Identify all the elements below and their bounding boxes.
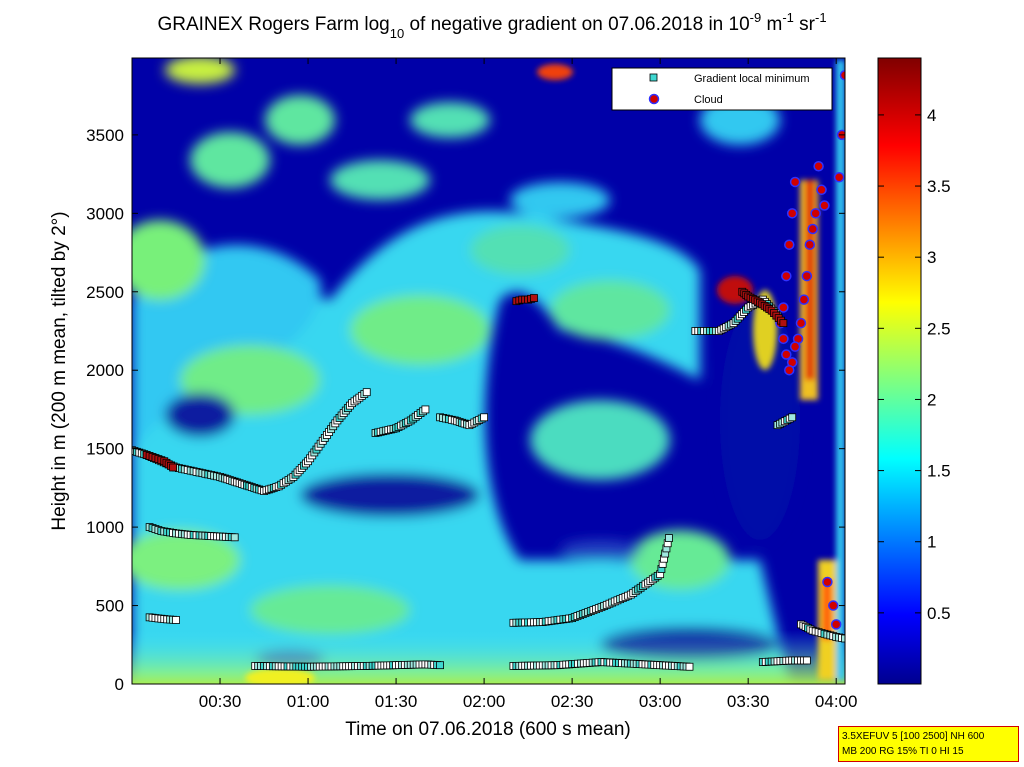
gradient-minimum-point <box>803 657 810 664</box>
heatmap-field <box>115 56 845 688</box>
heatmap-patch-green-3 <box>265 95 335 145</box>
gradient-minimum-point <box>173 616 180 623</box>
heatmap-patch-yellow-top <box>165 56 235 84</box>
y-tick-label: 3500 <box>86 126 124 145</box>
cloud-point <box>823 578 832 587</box>
heatmap-red-top <box>537 64 573 80</box>
y-tick-label: 2000 <box>86 361 124 380</box>
info-box: 3.5XEFUV 5 [100 2500] NH 600 MB 200 RG 1… <box>838 726 1019 762</box>
y-tick-label: 1000 <box>86 518 124 537</box>
heatmap-hole-1 <box>300 473 480 517</box>
heatmap-patch-green-12 <box>250 585 410 635</box>
heatmap-patch-green-9 <box>550 280 670 340</box>
gradient-max-point <box>530 295 537 302</box>
heatmap-hole-5 <box>560 540 640 560</box>
heatmap-patch-green-6 <box>470 225 570 275</box>
colorbar: 0.5 1 1.5 2 2.5 3 3.5 4 <box>878 58 951 684</box>
legend: Gradient local minimum Cloud <box>612 68 832 110</box>
y-axis-label: Height in m (200 m mean, tilted by 2°) <box>49 211 70 530</box>
legend-entry-cloud: Cloud <box>694 94 723 106</box>
y-tick-label: 500 <box>96 597 124 616</box>
cloud-point <box>832 620 841 629</box>
cloud-point <box>805 240 814 249</box>
colorbar-tick-label: 1 <box>927 533 936 552</box>
heatmap-surface-yellow <box>245 668 315 688</box>
heatmap-patch-green-5 <box>410 102 490 138</box>
heatmap-patch-green-8 <box>350 295 490 365</box>
colorbar-tick-label: 0.5 <box>927 604 951 623</box>
cloud-point <box>785 240 794 249</box>
gradient-minimum-point <box>789 414 796 421</box>
x-tick-label: 04:00 <box>815 692 858 711</box>
x-tick-label: 00:30 <box>199 692 242 711</box>
legend-entry-gradient: Gradient local minimum <box>694 73 810 85</box>
cloud-point <box>791 342 800 351</box>
heatmap-patch-green-4 <box>330 160 430 200</box>
x-tick-label: 03:00 <box>639 692 682 711</box>
info-line-2: MB 200 RG 15% TI 0 HI 15 <box>842 744 1015 759</box>
heatmap-patch-upper-mid <box>510 182 610 218</box>
gradient-max-point <box>170 464 177 471</box>
gradient-minimum-point <box>437 662 444 669</box>
cloud-point <box>814 162 823 171</box>
cloud-point <box>782 272 791 281</box>
y-tick-label: 1500 <box>86 440 124 459</box>
heatmap-hole-2 <box>165 393 235 437</box>
info-line-1: 3.5XEFUV 5 [100 2500] NH 600 <box>842 729 1015 744</box>
cloud-point <box>782 350 791 359</box>
cloud-point <box>835 173 844 182</box>
gradient-minimum-point <box>665 535 672 542</box>
cloud-point <box>796 319 805 328</box>
y-tick-label: 2500 <box>86 283 124 302</box>
cloud-point <box>799 295 808 304</box>
colorbar-tick-label: 2.5 <box>927 319 951 338</box>
gradient-minimum-point <box>481 414 488 421</box>
y-tick-label: 3000 <box>86 204 124 223</box>
cloud-point <box>829 601 838 610</box>
colorbar-tick-label: 3 <box>927 248 936 267</box>
colorbar-tick-label: 3.5 <box>927 177 951 196</box>
cloud-point <box>808 225 817 234</box>
cloud-point <box>802 272 811 281</box>
y-tick-label: 0 <box>115 675 124 694</box>
gradient-minimum-point <box>422 406 429 413</box>
cloud-point <box>817 185 826 194</box>
cloud-point <box>788 209 797 218</box>
chart-title: GRAINEX Rogers Farm log10 of negative gr… <box>157 10 826 41</box>
x-tick-label: 01:00 <box>287 692 330 711</box>
colorbar-tick-label: 4 <box>927 106 936 125</box>
colorbar-tick-label: 2 <box>927 390 936 409</box>
cloud-point <box>820 201 829 210</box>
heatmap-patch-green-2 <box>190 132 270 188</box>
x-tick-label: 03:30 <box>727 692 770 711</box>
cloud-point <box>779 334 788 343</box>
colorbar-gradient <box>878 58 921 684</box>
colorbar-tick-label: 1.5 <box>927 462 951 481</box>
cloud-point <box>785 366 794 375</box>
heatmap-surface-layer <box>132 630 845 684</box>
heatmap-patch-green-1 <box>115 220 205 300</box>
x-tick-label: 02:00 <box>463 692 506 711</box>
x-axis-label: Time on 07.06.2018 (600 s mean) <box>345 719 631 740</box>
gradient-max-point <box>780 320 787 327</box>
cloud-point <box>791 177 800 186</box>
heatmap-patch-green-10 <box>530 400 670 480</box>
x-tick-label: 02:30 <box>551 692 594 711</box>
gradient-minimum-point <box>686 663 693 670</box>
legend-circle-marker <box>650 95 659 104</box>
gradient-minimum-point <box>231 534 238 541</box>
cloud-point <box>779 303 788 312</box>
x-tick-label: 01:30 <box>375 692 418 711</box>
gradient-minimum-point <box>363 389 370 396</box>
legend-square-marker <box>650 74 657 81</box>
cloud-point <box>811 209 820 218</box>
